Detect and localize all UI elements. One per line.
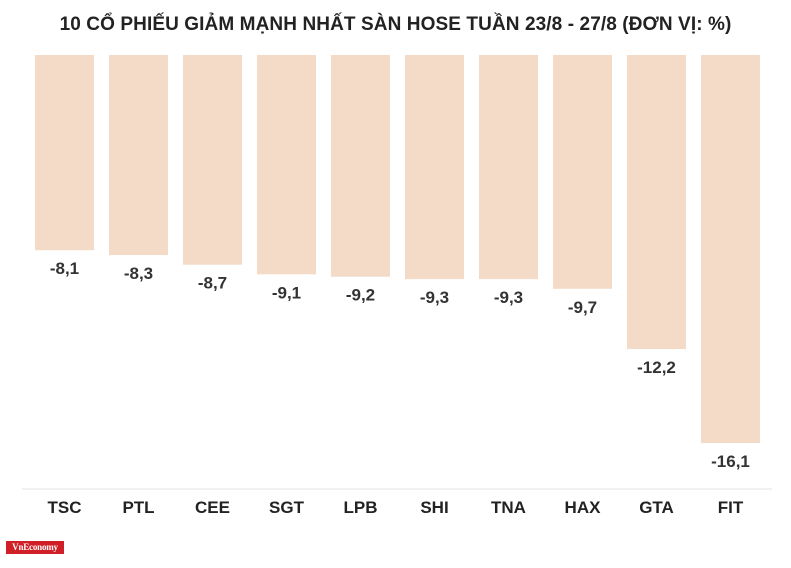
category-label-fit: FIT [718,498,744,517]
bar-tna [479,55,538,280]
bar-cee [183,55,242,265]
bar-hax [553,55,612,289]
value-label-fit: -16,1 [711,452,750,471]
category-label-ptl: PTL [122,498,154,517]
category-label-hax: HAX [565,498,602,517]
value-label-tsc: -8,1 [50,259,79,278]
category-label-tsc: TSC [48,498,82,517]
category-label-lpb: LPB [344,498,378,517]
value-label-tna: -9,3 [494,288,523,307]
labels-layer: -8,1 TSC -8,3 PTL -8,7 CEE -9,1 SGT -9,2 LPB -9,3 S… [48,259,750,517]
category-label-sgt: SGT [269,498,305,517]
category-label-cee: CEE [195,498,230,517]
bar-gta [627,55,686,350]
bar-lpb [331,55,390,277]
chart-title: 10 CỔ PHIẾU GIẢM MẠNH NHẤT SÀN HOSE TUẦN… [59,14,732,35]
bar-ptl [109,55,168,256]
value-label-lpb: -9,2 [346,286,375,305]
value-label-gta: -12,2 [637,358,676,377]
bars-layer [35,55,760,444]
bar-shi [405,55,464,280]
vneconomy-logo: VnEconomy [6,541,64,554]
bar-fit [701,55,760,444]
value-label-ptl: -8,3 [124,264,153,283]
value-label-cee: -8,7 [198,274,227,293]
category-label-tna: TNA [491,498,526,517]
bar-sgt [257,55,316,275]
category-label-gta: GTA [639,498,674,517]
value-label-hax: -9,7 [568,298,597,317]
value-label-sgt: -9,1 [272,283,301,302]
bar-tsc [35,55,94,251]
category-label-shi: SHI [420,498,448,517]
value-label-shi: -9,3 [420,288,449,307]
